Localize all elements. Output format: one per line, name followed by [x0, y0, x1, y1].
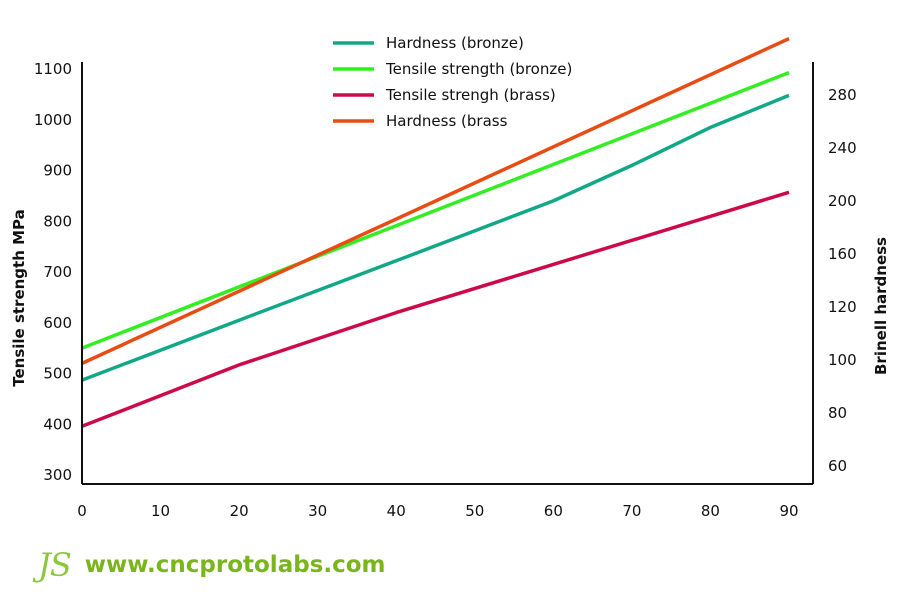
x-tick-label: 60 — [544, 502, 563, 520]
series-line-1 — [81, 70, 790, 350]
y2-tick-label: 280 — [828, 86, 857, 104]
y-tick-label: 300 — [43, 466, 72, 484]
y-tick-label: 900 — [43, 162, 72, 180]
y2-tick-label: 200 — [828, 192, 857, 210]
x-tick-label: 20 — [230, 502, 249, 520]
legend: Hardness (bronze) Tensile strength (bronz… — [333, 34, 572, 130]
y2-tick-label: 240 — [828, 139, 857, 157]
y-tick-label: 800 — [43, 212, 72, 230]
x-tick-label: 40 — [387, 502, 406, 520]
series-layer — [81, 37, 790, 428]
line-chart: 300 400 500 600 700 800 900 1000 1100 0 10 20 30 40 50… — [10, 34, 890, 520]
y2-tick-label: 160 — [828, 245, 857, 263]
y-tick-label: 500 — [43, 365, 72, 383]
x-tick-label: 0 — [77, 502, 87, 520]
legend-label-0: Hardness (bronze) — [386, 34, 524, 52]
x-tick-label: 90 — [779, 502, 798, 520]
y-tick-label: 700 — [43, 263, 72, 281]
legend-label-2: Tensile strengh (brass) — [385, 86, 556, 104]
website-link[interactable]: www.cncprotolabs.com — [84, 552, 386, 578]
legend-label-1: Tensile strength (bronze) — [385, 60, 572, 78]
legend-label-3: Hardness (brass — [386, 112, 508, 130]
y2-tick-label: 80 — [828, 404, 847, 422]
y2-tick-label: 60 — [828, 457, 847, 475]
y-tick-label: 1100 — [34, 60, 72, 78]
x-tick-label: 80 — [701, 502, 720, 520]
x-tick-label: 10 — [151, 502, 170, 520]
y-tick-label: 1000 — [34, 111, 72, 129]
series-line-2 — [81, 190, 790, 428]
y2-tick-label: 100 — [828, 351, 857, 369]
brand-logo: JS — [38, 546, 72, 584]
x-tick-label: 50 — [465, 502, 484, 520]
x-tick-label: 30 — [308, 502, 327, 520]
y-axis-title: Tensile strength MPa — [10, 209, 28, 387]
footer: JS www.cncprotolabs.com — [38, 540, 386, 590]
axes-layer: 300 400 500 600 700 800 900 1000 1100 0 10 20 30 40 50… — [10, 60, 890, 520]
y2-tick-label: 120 — [828, 298, 857, 316]
series-line-3 — [81, 37, 790, 365]
y2-axis-title: Brinell hardness — [872, 237, 890, 375]
y-tick-label: 400 — [43, 415, 72, 433]
x-tick-label: 70 — [622, 502, 641, 520]
y-tick-label: 600 — [43, 314, 72, 332]
series-line-0 — [81, 93, 790, 382]
